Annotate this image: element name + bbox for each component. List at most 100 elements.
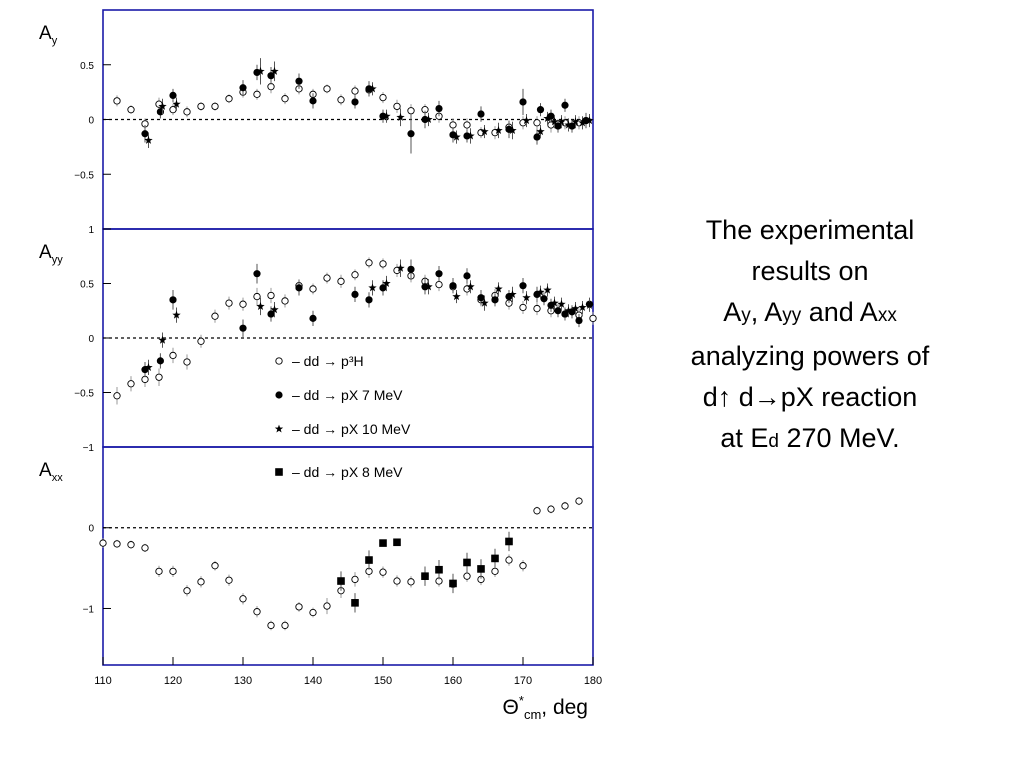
marker-open-circle (253, 90, 261, 98)
marker-open-circle (533, 304, 541, 313)
marker-filled-circle (141, 130, 149, 138)
marker-open-circle (275, 357, 283, 365)
legend-item-px7: – dd → pX 7 MeV (275, 387, 403, 403)
series-px10 (144, 58, 594, 148)
marker-filled-circle (519, 98, 527, 106)
marker-open-circle (281, 95, 289, 103)
marker-star (270, 66, 279, 75)
marker-open-circle (197, 337, 205, 345)
x-tick-label: 170 (514, 675, 532, 687)
marker-open-circle (99, 539, 107, 547)
marker-open-circle (169, 351, 177, 360)
marker-open-circle (211, 102, 219, 111)
x-tick-label: 150 (374, 675, 392, 687)
marker-star (494, 284, 503, 293)
marker-open-circle (225, 299, 233, 307)
x-tick-label: 160 (444, 675, 462, 687)
marker-open-circle (337, 96, 345, 104)
caption-line-1: The experimental (705, 215, 915, 245)
x-axis: Θ*cm, deg 110 120 130 140 150 160 170 180 (94, 657, 602, 722)
marker-filled-circle (351, 98, 359, 106)
marker-open-circle (267, 621, 275, 630)
marker-star (564, 120, 573, 129)
marker-filled-square (505, 537, 513, 546)
caption-line-5: d↑ d→pX reaction (702, 382, 918, 412)
caption-line-3: Ay, Ayy and Axx (723, 297, 897, 327)
panel-ayy: 1 0.5 0 −0.5 −1 Ayy – dd → p³H – dd → pX 7 MeV –… (39, 225, 594, 454)
legend-item-px8: – dd → pX 8 MeV (275, 464, 403, 480)
marker-star (144, 135, 153, 144)
marker-open-circle (393, 577, 401, 585)
marker-filled-circle (351, 290, 359, 298)
marker-star (480, 298, 489, 307)
panels-layer: 0.5 0 −0.5 Ay 1 0.5 0 −0.5 −1 Ayy – dd → p³H – dd →… (39, 9, 594, 666)
marker-open-circle (533, 119, 541, 127)
marker-open-circle (561, 502, 569, 510)
series-px10 (144, 259, 594, 376)
marker-open-circle (379, 260, 387, 268)
marker-open-circle (267, 291, 275, 300)
marker-open-circle (211, 562, 219, 570)
marker-star (550, 298, 559, 307)
marker-open-circle (169, 105, 177, 114)
marker-star (270, 305, 279, 314)
x-tick-label: 140 (304, 675, 322, 687)
legend-label: – dd → p³H (292, 353, 364, 369)
marker-star (536, 287, 545, 296)
marker-filled-circle (463, 272, 471, 280)
panel-title: Ayy (39, 242, 63, 266)
y-tick-label: 1 (88, 225, 94, 236)
marker-filled-circle (309, 97, 317, 105)
marker-open-circle (155, 567, 163, 575)
marker-open-circle (281, 297, 289, 305)
series-px8 (337, 531, 513, 613)
marker-star (452, 292, 461, 301)
marker-filled-circle (239, 324, 247, 332)
marker-star (480, 127, 489, 136)
marker-star (585, 300, 594, 309)
marker-star (424, 115, 433, 124)
marker-open-circle (155, 373, 163, 381)
marker-star (172, 99, 181, 108)
marker-open-circle (435, 280, 443, 289)
y-tick-label: 0 (88, 524, 94, 535)
marker-filled-circle (477, 110, 485, 118)
marker-star (172, 310, 181, 319)
y-tick-label: 0 (88, 116, 94, 127)
marker-open-circle (239, 595, 247, 603)
marker-star (256, 301, 265, 310)
marker-filled-circle (295, 284, 303, 292)
marker-open-circle (225, 576, 233, 584)
marker-open-circle (309, 608, 317, 617)
marker-filled-square (275, 468, 283, 476)
y-tick-label: −0.5 (74, 170, 94, 181)
marker-filled-circle (407, 265, 415, 273)
marker-star (158, 335, 167, 344)
marker-filled-circle (554, 307, 562, 315)
marker-open-circle (169, 567, 177, 575)
marker-filled-circle (295, 77, 303, 85)
marker-open-circle (141, 544, 149, 552)
marker-filled-circle (435, 270, 443, 278)
marker-filled-square (337, 577, 345, 585)
marker-star (452, 132, 461, 141)
marker-open-circle (519, 562, 527, 570)
marker-star (466, 282, 475, 291)
marker-open-circle (505, 556, 513, 564)
marker-star (543, 114, 552, 122)
marker-star (144, 363, 153, 371)
caption-line-6: at Ed 270 MeV. (720, 423, 900, 453)
marker-open-circle (323, 274, 331, 282)
marker-open-circle (127, 541, 135, 549)
marker-open-circle (547, 505, 555, 513)
marker-open-circle (309, 285, 317, 293)
marker-star (382, 279, 391, 288)
series-group-axx (99, 497, 583, 631)
marker-star (494, 126, 503, 135)
legend-item-px10: – dd → pX 10 MeV (274, 421, 411, 437)
y-tick-label: −1 (83, 443, 95, 454)
marker-filled-circle (435, 104, 443, 113)
marker-filled-square (477, 565, 485, 573)
marker-open-circle (323, 85, 331, 93)
